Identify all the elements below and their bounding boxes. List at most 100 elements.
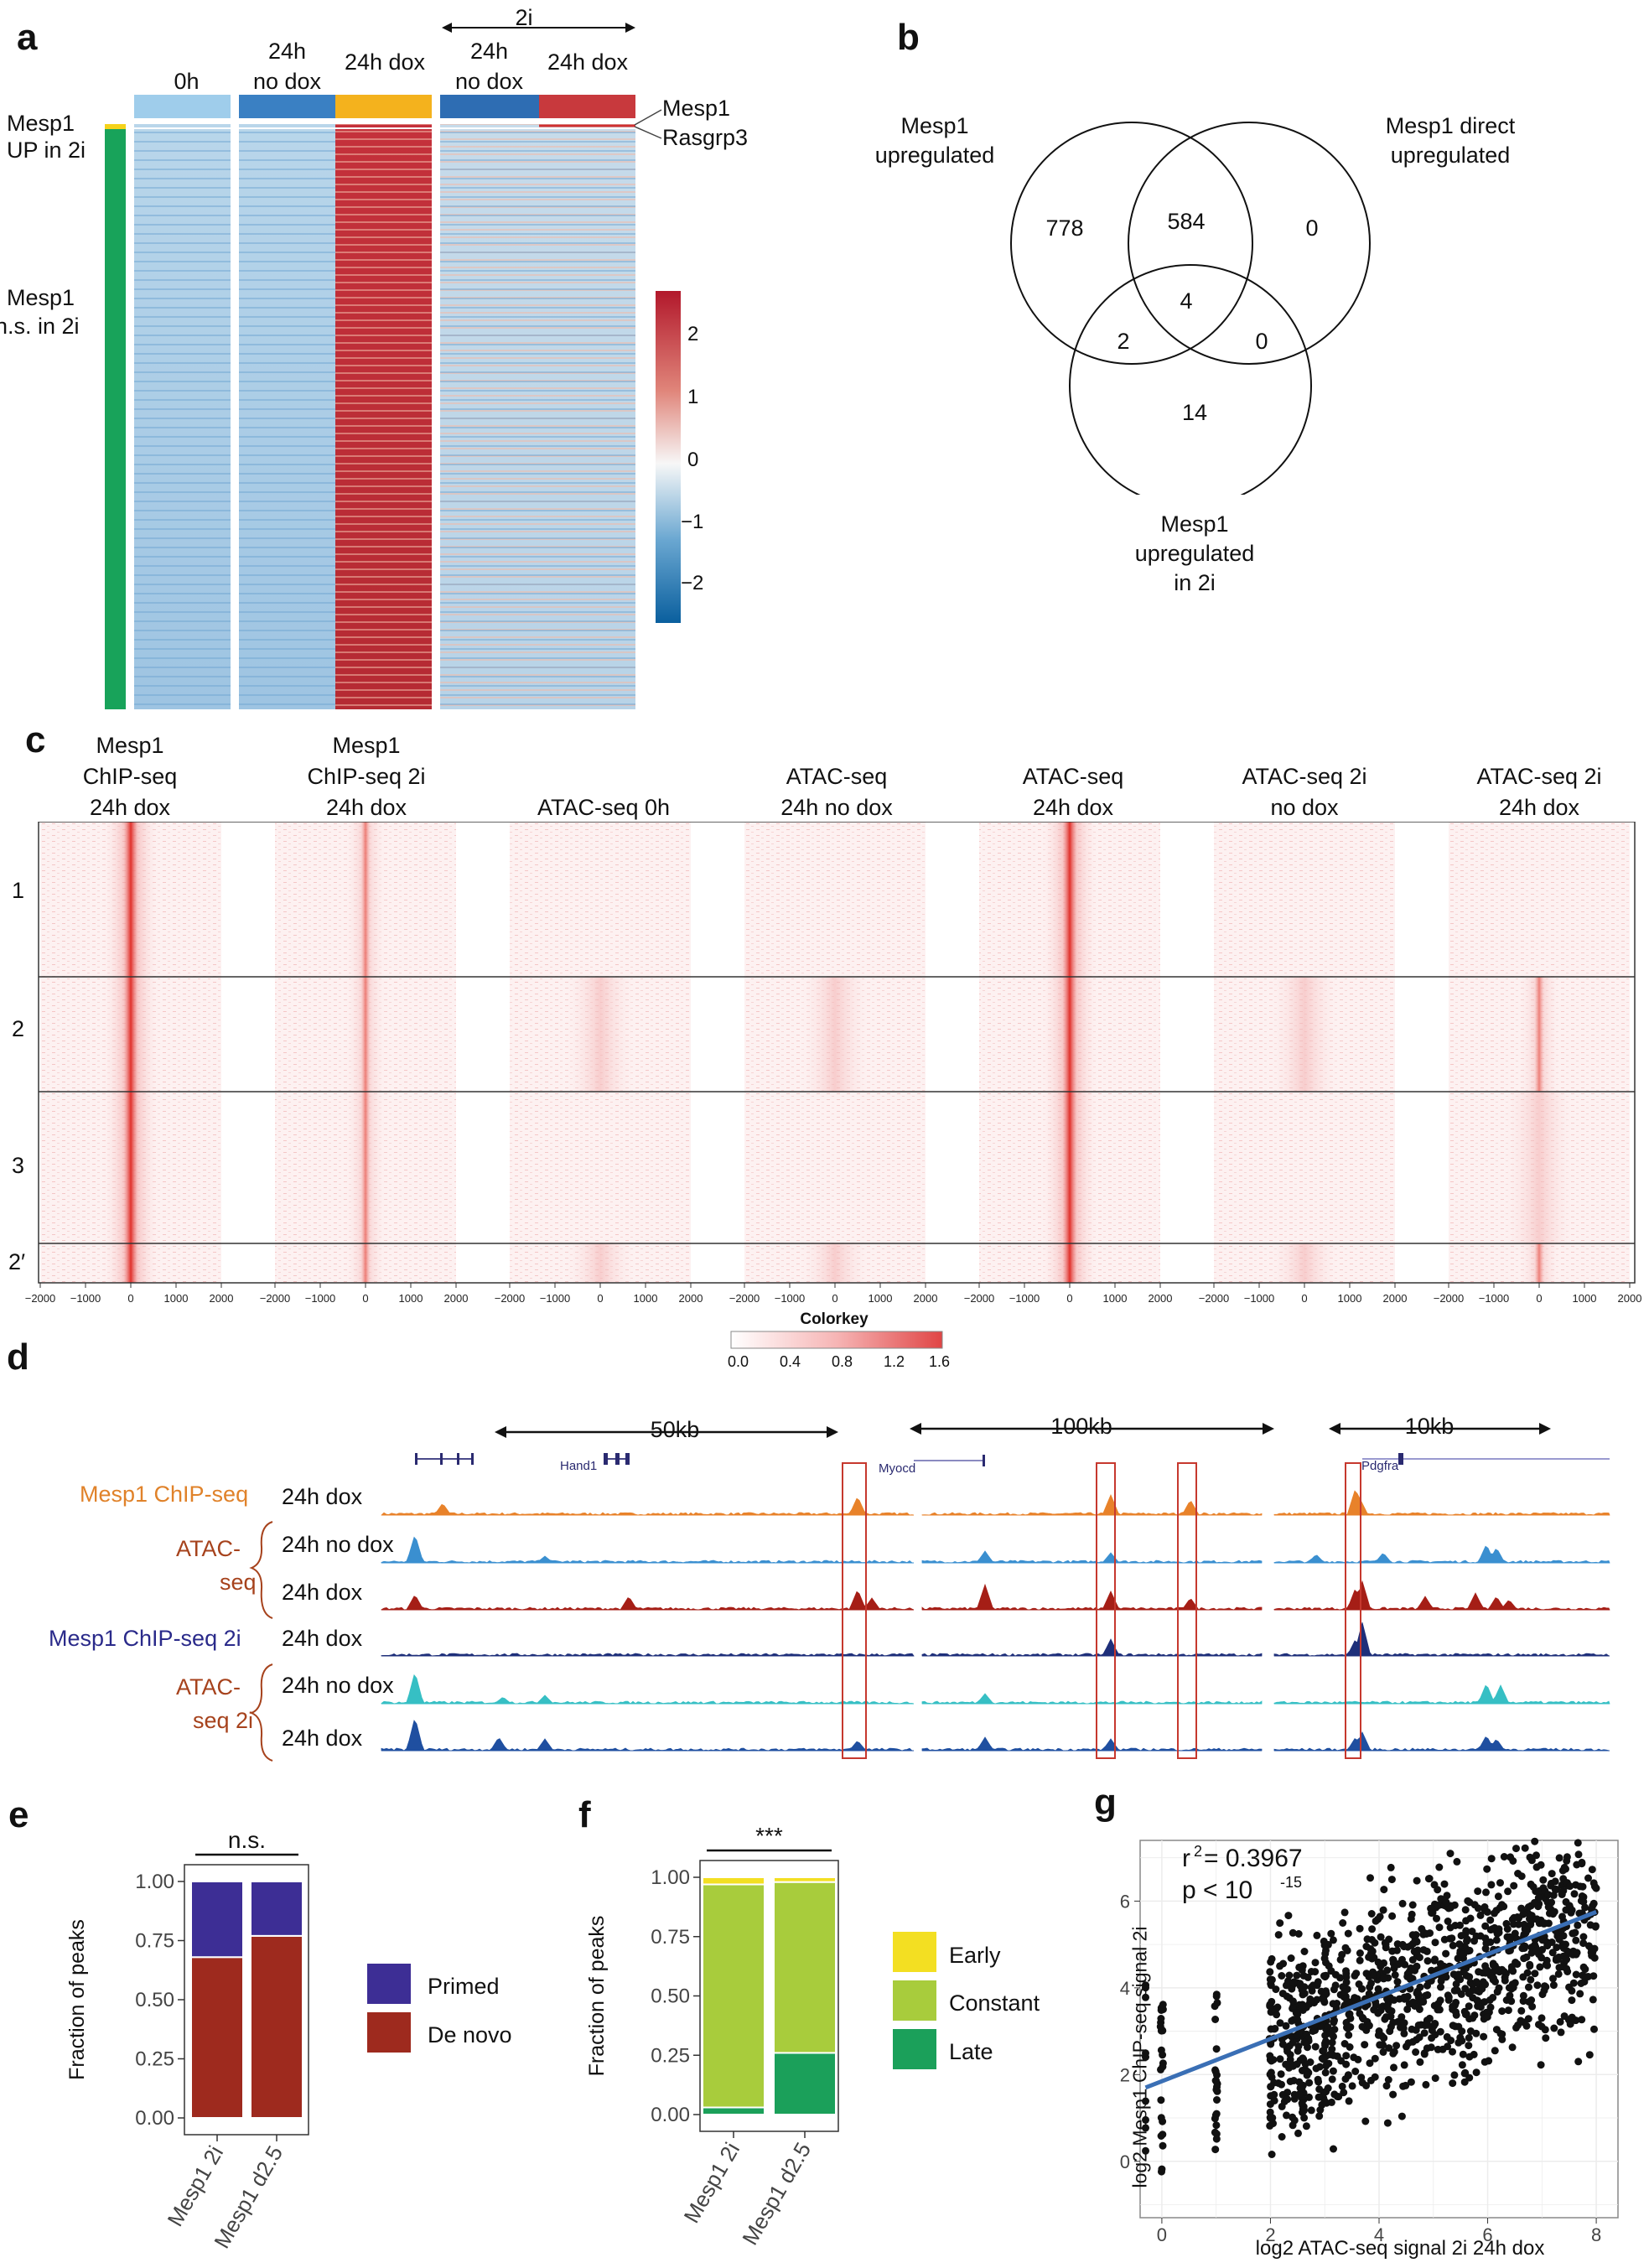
g-point-887 (1532, 1947, 1540, 1955)
g-point-742 (1292, 2009, 1300, 2017)
g-point-966 (1416, 1983, 1424, 1991)
d-scale-head-r-2 (1263, 1423, 1274, 1435)
g-point-483 (1487, 1855, 1496, 1863)
g-point-1058 (1444, 1993, 1453, 2001)
g-point-872 (1508, 2043, 1517, 2052)
g-point-518 (1287, 2032, 1295, 2041)
g-point-314 (1268, 1975, 1276, 1984)
g-point-1083 (1431, 2031, 1439, 2039)
g-point-768 (1452, 1980, 1460, 1988)
g-point-1076 (1398, 1899, 1407, 1907)
g-point-905 (1517, 1904, 1526, 1912)
g-point-652 (1371, 2073, 1379, 2081)
colorbar-tick-0: 0 (687, 449, 699, 471)
g-point-854 (1413, 1989, 1421, 1997)
g-point-877 (1285, 1971, 1294, 1980)
g-point-863 (1340, 2040, 1349, 2047)
g-point-1142 (1442, 1898, 1450, 1907)
g-point-44 (1213, 1999, 1221, 2007)
g-point-845 (1382, 2082, 1391, 2090)
svg-e-bar-1-primed (190, 1881, 244, 1959)
c-tick-label-7-4: 1000 (1573, 1292, 1597, 1305)
venn-set1-l1: Mesp1 (900, 113, 969, 138)
g-ytick-label-3: 4 (1120, 1978, 1130, 1999)
g-point-932 (1555, 1935, 1563, 1944)
g-point-844 (1478, 1985, 1486, 1993)
g-xtick-label-3: 4 (1374, 2224, 1384, 2245)
g-point-1110 (1549, 1975, 1557, 1983)
g-point-366 (1517, 2006, 1526, 2015)
col-bar-24h-nodox (239, 95, 335, 118)
c-tick-label-6-1: −2000 (1199, 1292, 1230, 1305)
g-point-927 (1321, 2039, 1329, 2047)
g-point-1102 (1370, 2006, 1378, 2014)
g-point-865 (1362, 1943, 1371, 1950)
venn-set1-l2: upregulated (874, 143, 995, 168)
g-point-1122 (1413, 1876, 1421, 1885)
g-point-313 (1268, 1954, 1276, 1963)
row-label-up-l2: UP in 2i (7, 138, 86, 163)
g-point-928 (1294, 2129, 1302, 2137)
g-point-439 (1318, 2100, 1326, 2109)
g-point-561 (1295, 1963, 1304, 1971)
c-peak-5-4 (1040, 1243, 1099, 1283)
g-point-531 (1566, 2020, 1574, 2028)
g-point-1103 (1278, 2040, 1287, 2048)
g-point-998 (1316, 2022, 1325, 2031)
d-track-2 (381, 1536, 1610, 1564)
g-point-525 (1574, 1850, 1583, 1859)
g-point-1105 (1486, 1996, 1494, 2004)
g-point-535 (1298, 2099, 1306, 2107)
g-point-969 (1553, 1954, 1560, 1963)
g-point-945 (1340, 1988, 1349, 1996)
d-track-6 (381, 1720, 1610, 1752)
g-point-933 (1395, 1959, 1403, 1968)
g-point-1108 (1282, 2060, 1290, 2068)
g-point-1062 (1576, 1882, 1584, 1891)
g-point-568 (1368, 1947, 1377, 1955)
g-point-464 (1568, 1986, 1576, 1995)
g-point-814 (1345, 2097, 1353, 2105)
c-tick-label-4-1: −2000 (729, 1292, 760, 1305)
row-label-up-l1: Mesp1 (7, 111, 75, 136)
g-point-1104 (1411, 1964, 1419, 1972)
col-bar-0h (134, 95, 231, 118)
two-i-arrow (442, 23, 635, 33)
g-point-920 (1300, 2038, 1309, 2047)
g-point-1092 (1388, 1912, 1397, 1920)
g-point-1106 (1446, 1903, 1455, 1912)
g-point-460 (1578, 1858, 1586, 1866)
panel-b-label: b (897, 17, 920, 58)
g-point-891 (1525, 1998, 1533, 2006)
g-point-524 (1450, 1986, 1459, 1995)
g-point-408 (1274, 1931, 1283, 1939)
g-point-976 (1425, 2014, 1434, 2022)
g-point-494 (1533, 1981, 1542, 1990)
g-point-761 (1494, 1892, 1502, 1901)
g-point-837 (1487, 1881, 1496, 1889)
g-point-1109 (1268, 2073, 1276, 2081)
g-point-958 (1573, 1949, 1581, 1957)
cluster-label-3: 3 (12, 1153, 25, 1178)
g-point-796 (1592, 1884, 1600, 1892)
c-tick-label-3-1: −2000 (495, 1292, 526, 1305)
gene-label-mesp1: Mesp1 (662, 96, 731, 121)
g-point-832 (1312, 2064, 1320, 2073)
col-bar-2i-dox (539, 95, 635, 118)
g-point-142 (1330, 2145, 1337, 2153)
g-point-1010 (1481, 1962, 1490, 1970)
scale-50kb: 50kb (650, 1417, 700, 1442)
g-point-1137 (1527, 1856, 1536, 1865)
g-point-625 (1434, 1901, 1443, 1909)
svg-e-ylabel: Fraction of peaks (65, 1919, 89, 2080)
d-highlight-box-3 (1177, 1462, 1197, 1759)
g-point-823 (1361, 2041, 1369, 2049)
g-xtick-label-2: 2 (1265, 2224, 1275, 2245)
c-tick-label-6-5: 2000 (1383, 1292, 1408, 1305)
c-peak-5-2 (1040, 977, 1099, 1092)
track-label-atac2i-l1: ATAC- (176, 1674, 241, 1700)
g-point-1001 (1320, 2046, 1328, 2054)
g-xlabel: log2 ATAC-seq signal 2i 24h dox (1255, 2237, 1545, 2260)
g-point-816 (1437, 1977, 1445, 1985)
g-point-922 (1517, 2016, 1525, 2025)
